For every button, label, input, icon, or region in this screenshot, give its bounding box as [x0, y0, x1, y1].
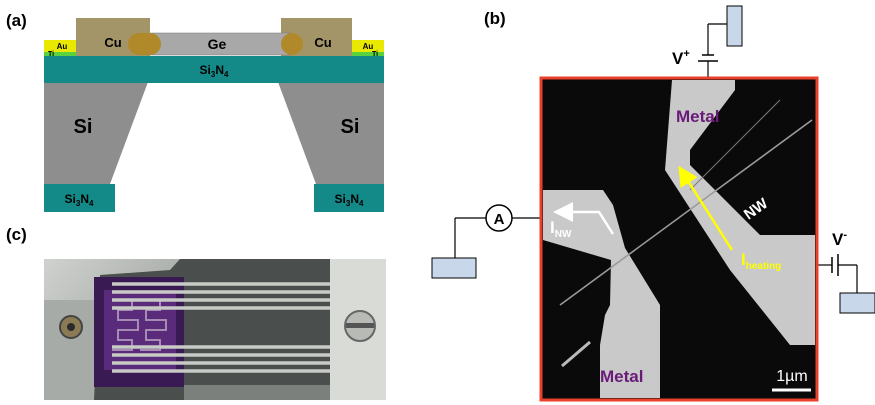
ti-left-label: Ti: [48, 51, 54, 58]
metal-electrode-right: [665, 80, 815, 345]
si3n4-bottom-left: [44, 184, 115, 212]
nanowire: [559, 119, 813, 306]
ammeter-ground-pad: [431, 257, 477, 279]
i-nw-label: INW: [550, 218, 572, 240]
si3n4-br-label: Si3N4: [335, 192, 364, 208]
cu-contact-left-bulb: [128, 33, 150, 55]
si-left-label: Si: [74, 116, 93, 138]
si3n4-bl-label: Si3N4: [65, 192, 94, 208]
ti-left-layer: [44, 52, 76, 56]
vplus-pad: [726, 5, 743, 47]
nw-current-arrow: [553, 202, 615, 235]
clamp-left-lower: [44, 300, 94, 400]
metal-bottom-label: Metal: [600, 367, 643, 386]
cu-contact-right-bulb: [281, 33, 303, 55]
metal-top-label: Metal: [676, 107, 719, 126]
heating-current-arrow: [678, 165, 734, 251]
ge-label: Ge: [208, 36, 227, 52]
au-right-label: Au: [363, 42, 374, 51]
ti-right-label: Ti: [372, 51, 378, 58]
si-right-label: Si: [341, 116, 360, 138]
fragment-debris: [561, 340, 591, 368]
cu-left-label: Cu: [104, 35, 121, 50]
screw-right-slot: [346, 323, 374, 328]
panel-c-label: (c): [6, 225, 27, 244]
au-right-layer: [352, 40, 384, 52]
scale-bar-label: 1µm: [776, 368, 807, 385]
vminus-label: V-: [832, 229, 847, 249]
ammeter-label: A: [494, 211, 505, 228]
au-left-label: Au: [57, 42, 68, 51]
vplus-label: V+: [672, 48, 690, 68]
holder-shelf: [184, 385, 330, 400]
probe-needles: [112, 282, 330, 373]
cu-right-label: Cu: [314, 35, 331, 50]
nanowire-faint: [689, 99, 781, 191]
screw-left-hole: [67, 323, 75, 331]
au-left-layer: [44, 40, 76, 52]
si3n4-top-label: Si3N4: [200, 63, 229, 79]
panel-c: (c): [6, 225, 386, 400]
panel-b: (b) V+ V- A: [431, 5, 875, 402]
si-left-block: [44, 82, 148, 184]
ti-right-layer: [352, 52, 384, 56]
panel-a-label: (a): [6, 11, 27, 30]
i-heating-label: Iheating: [741, 250, 781, 272]
vminus-pad: [839, 292, 875, 314]
panel-b-label: (b): [484, 9, 506, 28]
si-right-block: [278, 82, 384, 184]
panel-a: (a) Cu Cu Ge Au Au Ti Ti Si Si Si: [6, 11, 384, 212]
metal-electrode-left: [543, 190, 660, 398]
si3n4-bottom-right: [314, 184, 384, 212]
si3n4-top-layer: [44, 56, 384, 83]
